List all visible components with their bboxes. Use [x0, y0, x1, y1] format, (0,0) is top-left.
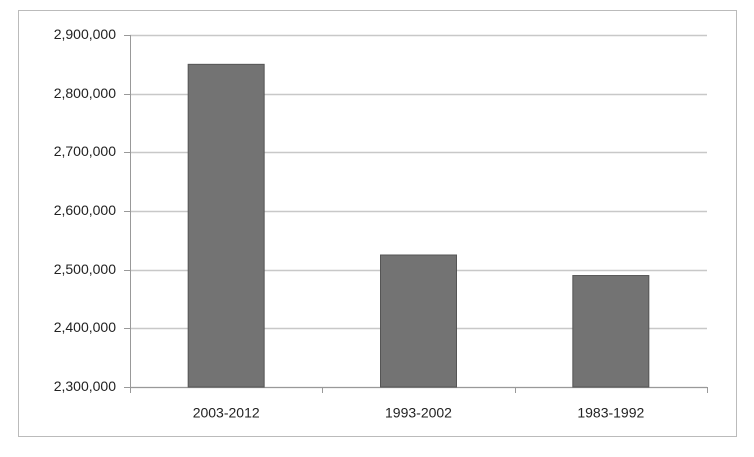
bar: [572, 275, 650, 388]
x-tick-label: 2003-2012: [193, 405, 260, 421]
y-tick-label: 2,800,000: [54, 85, 116, 101]
bar: [380, 254, 457, 388]
y-tick-label: 2,400,000: [54, 319, 116, 335]
y-tick-label: 2,300,000: [54, 378, 116, 394]
y-tick-label: 2,600,000: [54, 202, 116, 218]
bar: [187, 63, 265, 388]
x-tick-label: 1993-2002: [385, 405, 452, 421]
y-tick-label: 2,700,000: [54, 143, 116, 159]
y-tick-label: 2,500,000: [54, 261, 116, 277]
y-tick-label: 2,900,000: [54, 26, 116, 42]
x-tick-label: 1983-1992: [577, 405, 644, 421]
